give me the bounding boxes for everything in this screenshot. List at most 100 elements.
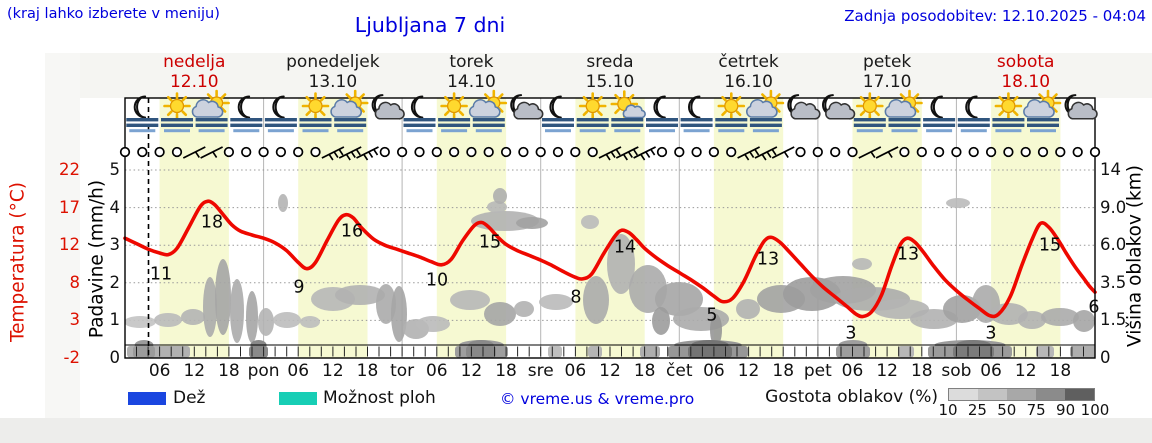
- cloud-density-tick-label: 75: [1026, 401, 1046, 419]
- time-hour-label: 12: [1014, 361, 1037, 381]
- wind-calm-icon: [1020, 146, 1031, 158]
- wind-calm-icon: [916, 146, 927, 158]
- weather-icon-sun-cloud: [468, 89, 508, 133]
- time-hour-label: 12: [183, 361, 206, 381]
- day-header-date: 17.10: [862, 72, 912, 92]
- day-header-name: sreda: [586, 52, 634, 72]
- cloud-height-tick-label: 9.0: [1100, 197, 1127, 217]
- wind-calm-icon: [275, 146, 287, 158]
- wind-barb-icon: [754, 146, 778, 161]
- wind-calm-icon: [154, 146, 165, 158]
- wind-calm-icon: [483, 146, 494, 158]
- day-header-name: sobota: [996, 52, 1055, 72]
- temp-extreme-label: 14: [613, 237, 637, 258]
- weather-icon-moon-fog: [403, 95, 436, 133]
- wind-calm-icon: [830, 146, 841, 158]
- wind-calm-icon: [431, 146, 442, 158]
- temp-extreme-label: 11: [149, 264, 173, 285]
- cloud-height-tick-label: 3.5: [1100, 272, 1127, 292]
- weather-icon-moon-fog: [680, 95, 713, 133]
- rain-legend-swatch: [128, 392, 166, 405]
- wind-calm-icon: [1089, 146, 1101, 158]
- left-axis-band: [45, 53, 80, 418]
- day-header-name: torek: [449, 52, 494, 72]
- weather-icon-sun-cloud: [884, 89, 923, 133]
- temp-extreme-label: 15: [478, 232, 502, 253]
- temp-extreme-label: 8: [570, 287, 582, 308]
- time-hour-label: 06: [287, 361, 310, 381]
- temp-tick-label: 17: [59, 197, 80, 217]
- wind-calm-icon: [396, 146, 408, 158]
- temp-extreme-label: 15: [1038, 235, 1062, 256]
- weather-icon-sun-fog: [853, 92, 886, 133]
- weather-icon-moon-cloud: [822, 94, 856, 120]
- wind-calm-icon: [552, 146, 564, 158]
- time-hour-label: 12: [322, 361, 344, 381]
- wind-barb-icon: [182, 146, 206, 159]
- time-hour-label: 06: [425, 361, 448, 381]
- wind-calm-icon: [656, 146, 668, 158]
- wind-calm-icon: [293, 146, 304, 158]
- wind-calm-icon: [1072, 146, 1083, 158]
- wind-calm-icon: [812, 146, 823, 158]
- wind-barb-icon: [338, 146, 362, 161]
- weather-icon-sun-fog: [992, 92, 1025, 133]
- weather-icon-moon-fog: [264, 95, 297, 133]
- time-day-abbr: pet: [803, 361, 832, 381]
- time-hour-label: 18: [495, 361, 517, 381]
- weather-icon-sun-fog: [576, 92, 609, 133]
- wind-barb-icon: [615, 146, 639, 161]
- wind-calm-icon: [223, 146, 235, 158]
- time-hour-label: 18: [356, 361, 379, 381]
- weather-icon-moon-fog: [957, 95, 990, 133]
- wind-calm-icon: [570, 146, 581, 158]
- copyright-link[interactable]: © vreme.us & vreme.pro: [500, 390, 695, 408]
- precip-tick-label: 0: [109, 347, 121, 367]
- temp-extreme-label: 10: [425, 270, 449, 291]
- wind-calm-icon: [258, 146, 269, 158]
- day-header-date: 18.10: [1001, 72, 1051, 92]
- time-hour-label: 12: [599, 361, 621, 381]
- temp-extreme-label: 13: [896, 244, 920, 265]
- wind-calm-icon: [708, 146, 720, 158]
- wind-calm-icon: [1003, 146, 1014, 158]
- wind-calm-icon: [795, 146, 806, 158]
- weather-icon-sun-cloud: [191, 89, 230, 133]
- cloud-density-scale-segment: [1065, 389, 1094, 400]
- day-header-band: [45, 53, 1152, 98]
- weather-icon-sun-fog: [438, 92, 471, 133]
- weather-icon-moon-fog: [646, 95, 678, 133]
- time-hour-label: 06: [148, 361, 171, 381]
- wind-calm-icon: [119, 146, 131, 158]
- time-day-abbr: tor: [390, 361, 415, 381]
- cloud-density-scale-bar: [948, 388, 1095, 401]
- precip-tick-label: 4: [109, 197, 121, 217]
- wind-calm-icon: [500, 146, 512, 158]
- day-header-name: ponedeljek: [286, 52, 380, 72]
- cloud-height-tick-label: 0: [1100, 347, 1111, 367]
- wind-calm-icon: [674, 146, 685, 158]
- precip-tick-label: 3: [109, 235, 121, 255]
- temp-tick-label: 22: [59, 159, 80, 179]
- wind-calm-icon: [899, 146, 910, 158]
- cloud-height-tick-label: 6.0: [1100, 235, 1127, 255]
- time-hour-label: 18: [910, 361, 933, 381]
- cloud-density-tick-label: 100: [1080, 401, 1110, 419]
- temp-extreme-label: 18: [200, 212, 224, 233]
- wind-calm-icon: [379, 146, 390, 158]
- precip-tick-label: 5: [109, 159, 121, 179]
- time-hour-label: 18: [1049, 361, 1072, 381]
- wind-barb-icon: [633, 146, 657, 161]
- wind-barb-icon: [321, 146, 345, 161]
- temp-extreme-label: 9: [293, 277, 305, 298]
- weather-icon-sun-fog: [161, 92, 193, 133]
- weather-icon-sun-cloud: [1023, 89, 1062, 133]
- wind-barb-icon: [356, 146, 379, 161]
- temp-tick-label: 3: [69, 310, 81, 330]
- temp-extreme-label: 6: [1088, 297, 1100, 318]
- showers-legend-swatch: [279, 392, 317, 405]
- cloud-density-scale-segment: [1036, 389, 1065, 400]
- time-hour-label: 06: [841, 361, 864, 381]
- cloud-density-tick-label: 90: [1056, 401, 1076, 419]
